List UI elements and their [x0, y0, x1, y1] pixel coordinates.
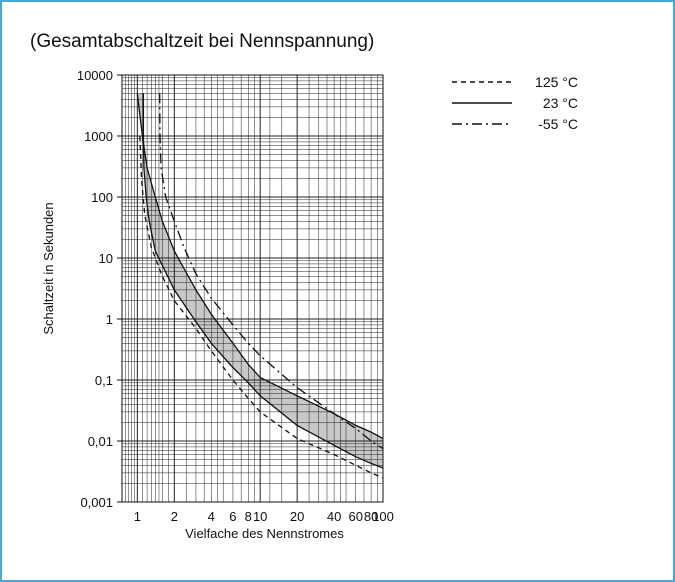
y-tick-label: 0,01	[88, 434, 113, 449]
x-tick-label: 1	[134, 509, 141, 524]
band-lower-line	[142, 93, 384, 469]
y-tick-label: 1	[106, 312, 113, 327]
x-tick-label: 2	[171, 509, 178, 524]
x-tick-label: 80	[364, 509, 378, 524]
chart-title: (Gesamtabschaltzeit bei Nennspannung)	[30, 31, 375, 52]
x-tick-label: 40	[327, 509, 341, 524]
x-axis-label: Vielfache des Nennstromes	[185, 526, 344, 541]
legend-label-0: 125 °C	[535, 74, 578, 90]
x-tick-label: 60	[349, 509, 363, 524]
legend-label-2: -55 °C	[538, 116, 578, 132]
series-line-0	[139, 135, 384, 479]
x-tick-label: 8	[245, 509, 252, 524]
y-tick-label: 100	[91, 190, 113, 205]
y-tick-label: 0,001	[80, 495, 113, 510]
y-tick-label: 10000	[77, 68, 113, 83]
y-tick-label: 0,1	[95, 373, 113, 388]
x-tick-label: 20	[290, 509, 304, 524]
band-upper-line	[136, 93, 384, 440]
x-tick-label: 4	[208, 509, 215, 524]
x-tick-label: 100	[372, 509, 394, 524]
y-tick-label: 1000	[84, 129, 113, 144]
series-line-2	[159, 93, 384, 450]
x-tick-label: 6	[229, 509, 236, 524]
y-tick-label: 10	[99, 251, 113, 266]
y-axis-label: Schaltzeit in Sekunden	[41, 202, 56, 334]
x-tick-label: 10	[253, 509, 267, 524]
plot-border	[121, 74, 384, 503]
legend-label-1: 23 °C	[543, 95, 578, 111]
